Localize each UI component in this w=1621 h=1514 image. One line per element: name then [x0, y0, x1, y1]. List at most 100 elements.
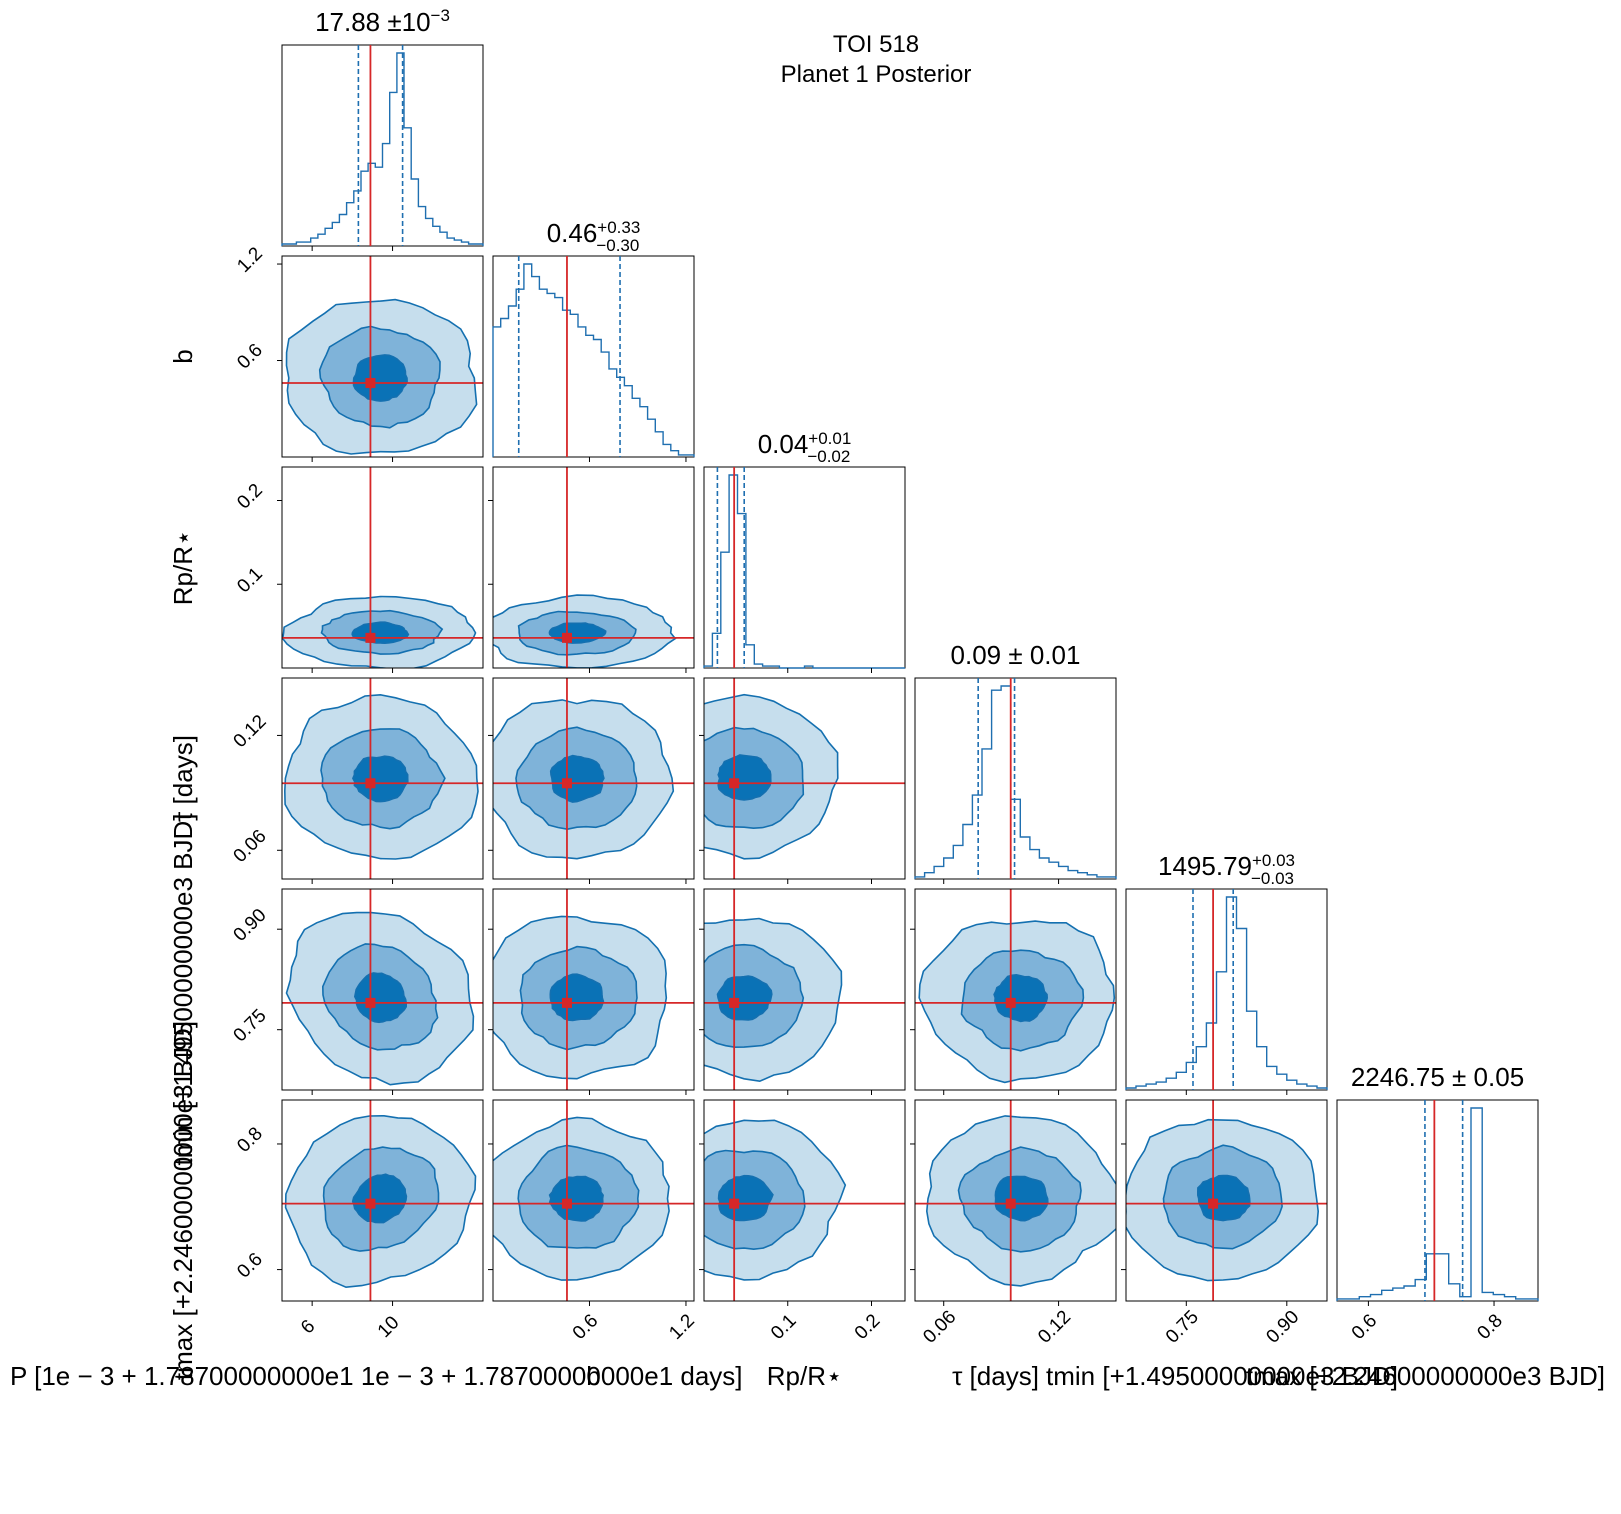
x-tick-label-rp: 0.2 — [851, 1310, 885, 1344]
contour-level-3 — [549, 973, 605, 1022]
pair-frame — [281, 255, 484, 458]
x-tick-label-tmin: 0.75 — [1162, 1307, 1203, 1348]
x-axis-label-tau: τ [days] — [952, 1361, 1039, 1391]
truth-marker — [365, 632, 376, 643]
pair-frame — [492, 466, 695, 669]
pair-panel-P-tmax — [277, 1099, 484, 1306]
truth-marker — [1005, 997, 1016, 1008]
hist-panel-rp — [703, 466, 906, 673]
x-tick-label-b: 1.2 — [665, 1310, 699, 1344]
pair-frame — [914, 1099, 1117, 1302]
x-tick-label-tau: 0.06 — [919, 1307, 960, 1348]
title-exp-P: −3 — [431, 6, 450, 25]
pair-frame — [492, 677, 695, 880]
y-tick-label-tmax: 0.8 — [233, 1123, 267, 1157]
y-tick-label-tau: 0.12 — [230, 711, 271, 752]
pair-frame — [1125, 1099, 1328, 1302]
contour-level-3 — [717, 1174, 774, 1222]
contours-b-rp — [493, 594, 677, 668]
contour-level-3 — [549, 754, 605, 803]
pair-frame — [281, 888, 484, 1091]
truth-marker — [1208, 1198, 1219, 1209]
truth-marker — [729, 997, 740, 1008]
pair-frame — [914, 888, 1117, 1091]
truth-marker — [729, 1198, 740, 1209]
contours-tau-tmax — [925, 1115, 1116, 1287]
pair-frame — [492, 888, 695, 1091]
pair-panel-rp-tmax — [699, 1099, 906, 1306]
panels-layer — [277, 44, 1539, 1306]
x-tick-label-b: 0.6 — [569, 1310, 603, 1344]
panel-title-tau: 0.09 ± 0.01 — [951, 640, 1081, 670]
pair-frame — [703, 888, 906, 1091]
title-minus-rp: −0.02 — [807, 447, 850, 466]
hist-panel-P — [281, 44, 484, 251]
x-tick-label-tmax: 0.6 — [1348, 1310, 1382, 1344]
title-minus-b: −0.30 — [596, 236, 639, 255]
y-tick-label-rp: 0.1 — [233, 564, 267, 598]
truth-marker — [365, 1198, 376, 1209]
panel-title-rp: 0.04+0.01 −0.02 — [758, 429, 852, 466]
y-tick-label-b: 0.6 — [233, 340, 267, 374]
truth-marker — [365, 778, 376, 789]
contour-level-3 — [994, 1175, 1049, 1222]
contours-rp-tau — [704, 693, 839, 860]
x-tick-label-tau: 0.12 — [1034, 1307, 1075, 1348]
truth-marker — [561, 632, 572, 643]
contours-P-rp — [282, 595, 477, 668]
contours-P-tmin — [285, 911, 475, 1086]
hist-bars-tmax — [1336, 1107, 1539, 1301]
contours-rp-tmin — [704, 917, 843, 1083]
truth-marker — [561, 997, 572, 1008]
pair-frame — [492, 1099, 695, 1302]
hist-panel-tau — [914, 677, 1117, 884]
pair-frame — [703, 677, 906, 880]
x-tick-label-P: 10 — [374, 1312, 404, 1342]
hist-frame-tau — [914, 677, 1117, 880]
hist-frame-b — [492, 255, 695, 458]
pair-panel-b-tmax — [488, 1099, 695, 1306]
pair-panel-P-tmin — [277, 888, 484, 1095]
y-tick-label-tmin: 0.75 — [230, 1005, 271, 1046]
row-label-b: b — [168, 349, 198, 363]
pair-panel-b-tau — [488, 677, 695, 884]
truth-marker — [561, 778, 572, 789]
y-tick-label-tmin: 0.90 — [230, 905, 271, 946]
pair-panel-P-b — [277, 255, 484, 462]
x-tick-label-tmax: 0.8 — [1473, 1310, 1507, 1344]
panel-title-P: 17.88 ±10−3 — [315, 6, 450, 37]
x-axis-label-P: P [1e − 3 + 1.78700000000e1 1e − 3 + 1.7… — [10, 1361, 743, 1391]
contours-tau-tmin — [918, 920, 1116, 1084]
title-minus-tmin: −0.03 — [1251, 869, 1294, 888]
contours-b-tau — [493, 699, 675, 860]
hist-frame-tmax — [1336, 1099, 1539, 1302]
hist-bars-tmin — [1125, 896, 1328, 1090]
contour-level-3 — [717, 754, 772, 801]
pair-panel-rp-tmin — [699, 888, 906, 1095]
row-label-rp: Rp/R⋆ — [168, 530, 198, 606]
contour-level-3 — [716, 975, 773, 1021]
pair-frame — [281, 466, 484, 669]
x-tick-label-tmin: 0.90 — [1262, 1307, 1303, 1348]
title-plus-b: +0.33 — [597, 218, 640, 237]
panel-title-tmin: 1495.79+0.03 −0.03 — [1158, 851, 1295, 888]
row-label-tmax: tmax [+2.24600000000e3 BJD] — [168, 1021, 198, 1380]
pair-panel-P-rp — [277, 466, 484, 673]
hist-panel-b — [492, 255, 695, 462]
pair-panel-P-tau — [277, 677, 484, 884]
contour-level-3 — [352, 755, 409, 803]
contour-level-3 — [1197, 1174, 1251, 1222]
contour-level-3 — [353, 972, 407, 1024]
contour-level-3 — [351, 1173, 408, 1224]
figure-title-line1: TOI 518 — [833, 31, 919, 58]
contours-b-tmin — [493, 915, 668, 1080]
hist-panel-tmax — [1336, 1099, 1539, 1306]
pair-frame — [281, 677, 484, 880]
pair-frame — [703, 1099, 906, 1302]
x-axis-label-b: b — [586, 1361, 600, 1391]
contour-level-3 — [993, 973, 1049, 1023]
hist-bars-P — [281, 52, 484, 246]
x-tick-label-rp: 0.1 — [767, 1310, 801, 1344]
pair-panel-rp-tau — [699, 677, 906, 884]
